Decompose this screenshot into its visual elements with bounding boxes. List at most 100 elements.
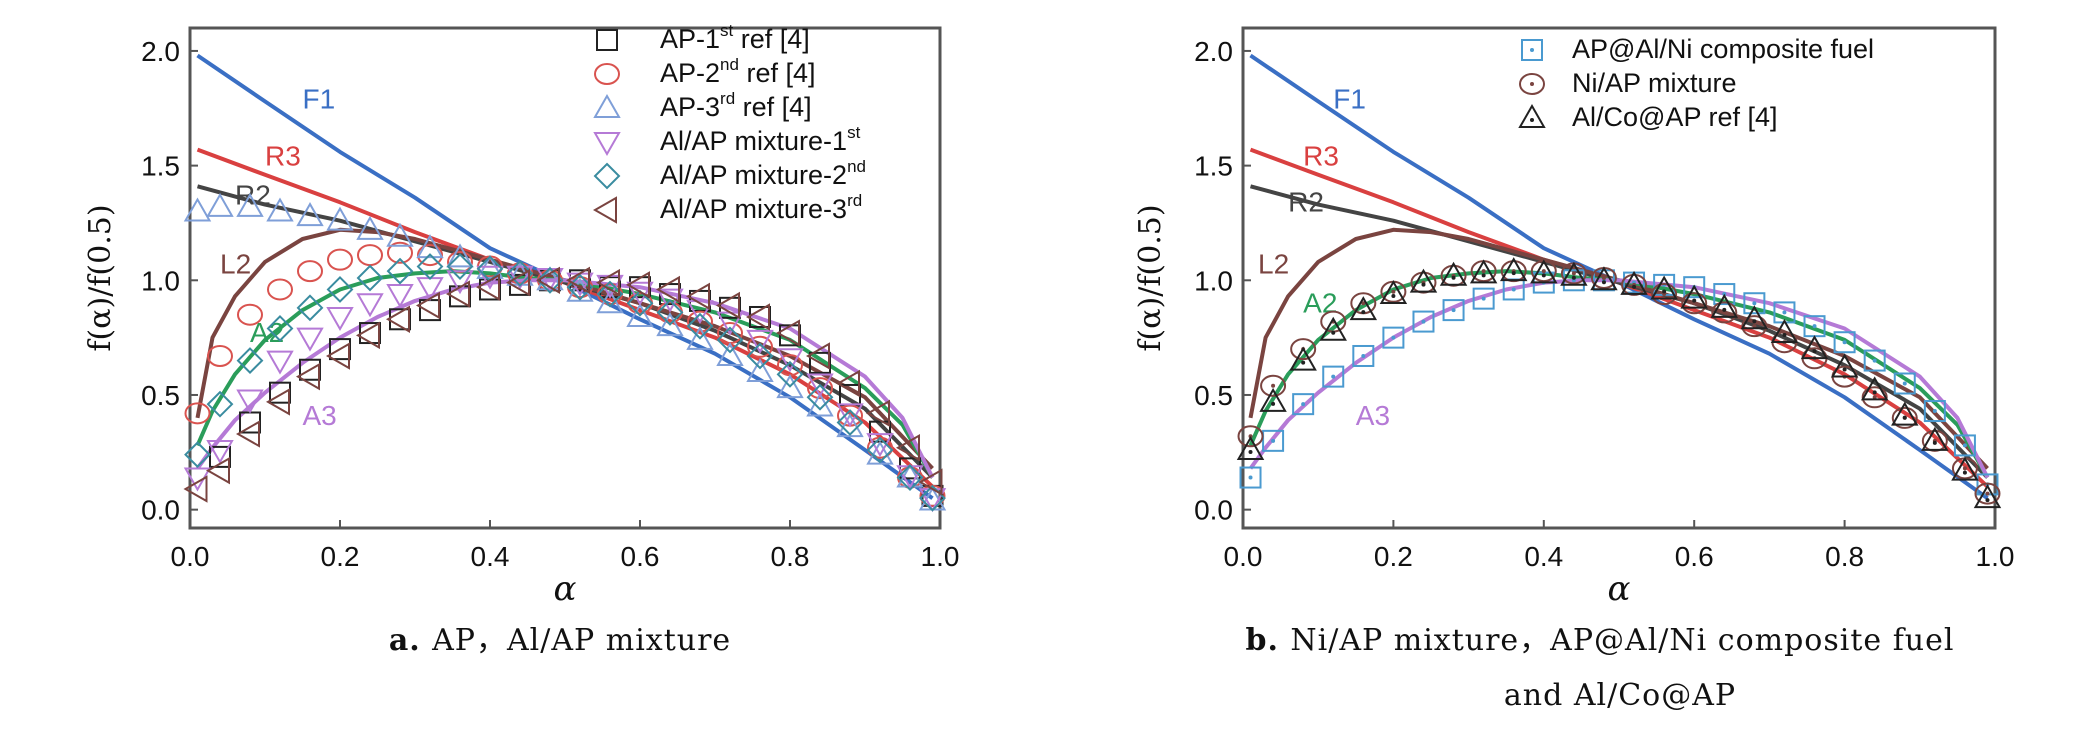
data-point bbox=[746, 342, 774, 370]
data-point bbox=[1236, 436, 1265, 461]
legend-marker-dot bbox=[1530, 82, 1534, 86]
data-point bbox=[626, 289, 654, 317]
data-point bbox=[1262, 429, 1285, 452]
x-tick-label: 0.8 bbox=[771, 541, 810, 572]
curve-label-L2: L2 bbox=[1258, 248, 1289, 279]
data-point bbox=[505, 268, 530, 297]
data-point-dot bbox=[1752, 319, 1757, 324]
data-point-dot bbox=[1361, 353, 1366, 358]
data-point bbox=[297, 260, 323, 283]
legend-entry: Al/AP mixture-2nd bbox=[660, 157, 866, 190]
data-point-dot bbox=[1391, 289, 1396, 294]
legend-entry: Al/Co@AP ref [4] bbox=[1572, 102, 1778, 132]
data-point bbox=[206, 440, 234, 465]
data-point-dot bbox=[1421, 319, 1426, 324]
data-point bbox=[356, 215, 384, 240]
data-point bbox=[296, 294, 324, 322]
data-point-dot bbox=[1301, 360, 1306, 365]
data-point bbox=[325, 342, 350, 370]
y-tick-label: 1.0 bbox=[141, 265, 180, 296]
data-point bbox=[1439, 261, 1468, 286]
x-tick-label: 0.0 bbox=[171, 541, 210, 572]
curve-R2 bbox=[196, 184, 934, 479]
data-point-dot bbox=[1301, 402, 1306, 407]
panel-caption-line2: and Al/Co@AP bbox=[1504, 678, 1736, 713]
data-point-dot bbox=[1601, 276, 1606, 280]
data-point-dot bbox=[1985, 498, 1990, 503]
data-point bbox=[326, 206, 354, 231]
data-point bbox=[296, 202, 324, 227]
data-point bbox=[716, 341, 744, 366]
data-point bbox=[1923, 400, 1946, 423]
data-point bbox=[236, 347, 264, 374]
data-point bbox=[1951, 456, 1979, 481]
legend-marker bbox=[1518, 103, 1546, 128]
data-point-dot bbox=[1271, 383, 1276, 388]
data-point bbox=[446, 243, 474, 268]
data-point bbox=[1710, 293, 1739, 318]
curve-A3 bbox=[195, 278, 935, 479]
data-point bbox=[1620, 270, 1648, 295]
data-point bbox=[596, 289, 624, 314]
data-point bbox=[446, 253, 474, 280]
data-point bbox=[806, 373, 834, 398]
legend-marker-dot bbox=[1530, 48, 1534, 52]
data-point bbox=[1349, 296, 1378, 321]
data-point bbox=[1770, 319, 1799, 344]
data-point bbox=[1681, 292, 1708, 315]
data-point bbox=[205, 456, 230, 485]
data-point bbox=[1860, 376, 1889, 401]
data-point bbox=[895, 434, 920, 462]
data-point bbox=[625, 271, 650, 299]
data-point bbox=[356, 293, 384, 318]
data-point-dot bbox=[1752, 324, 1757, 329]
data-point bbox=[1861, 386, 1888, 409]
x-tick-label: 0.2 bbox=[321, 541, 360, 572]
data-point bbox=[326, 306, 354, 332]
data-point-dot bbox=[1692, 298, 1697, 303]
x-tick-label: 0.4 bbox=[1524, 541, 1563, 572]
data-point bbox=[1469, 259, 1498, 284]
data-point bbox=[1530, 259, 1558, 284]
series-1 bbox=[1237, 260, 2001, 505]
data-point bbox=[355, 321, 380, 350]
data-point-dot bbox=[1571, 271, 1576, 276]
legend-entry: AP-1st ref [4] bbox=[660, 21, 810, 54]
x-tick-label: 0.0 bbox=[1224, 541, 1263, 572]
data-point bbox=[357, 244, 383, 267]
curve-label-A2: A2 bbox=[250, 317, 284, 348]
data-point bbox=[565, 266, 590, 295]
data-point bbox=[747, 335, 773, 358]
curve-label-R2: R2 bbox=[235, 180, 271, 211]
data-point bbox=[1352, 344, 1375, 367]
x-axis-label: α bbox=[1608, 569, 1631, 609]
legend-entry: AP-2nd ref [4] bbox=[660, 55, 815, 88]
data-point bbox=[1237, 425, 1264, 448]
data-point bbox=[1650, 275, 1678, 300]
data-point-dot bbox=[1271, 438, 1276, 443]
data-point-dot bbox=[1662, 289, 1667, 294]
legend-marker bbox=[1521, 39, 1543, 61]
y-tick-label: 1.5 bbox=[141, 151, 180, 182]
data-point bbox=[626, 302, 654, 327]
data-point bbox=[184, 441, 211, 469]
data-point bbox=[1974, 482, 2001, 505]
series-0 bbox=[1239, 269, 1999, 496]
data-point bbox=[183, 197, 212, 222]
data-point-dot bbox=[1271, 401, 1276, 406]
data-point-dot bbox=[1481, 296, 1486, 301]
data-point bbox=[866, 436, 894, 464]
data-point bbox=[416, 253, 444, 280]
data-point-dot bbox=[1812, 349, 1817, 354]
data-point bbox=[445, 280, 470, 308]
data-point bbox=[686, 312, 714, 340]
data-point-dot bbox=[1601, 280, 1606, 285]
data-point-dot bbox=[1872, 390, 1877, 395]
data-point bbox=[685, 282, 710, 311]
data-point bbox=[417, 244, 443, 267]
legend-entry: Ni/AP mixture bbox=[1572, 68, 1737, 98]
data-point-dot bbox=[1962, 466, 1967, 471]
data-point bbox=[446, 270, 474, 295]
data-point bbox=[806, 383, 834, 411]
